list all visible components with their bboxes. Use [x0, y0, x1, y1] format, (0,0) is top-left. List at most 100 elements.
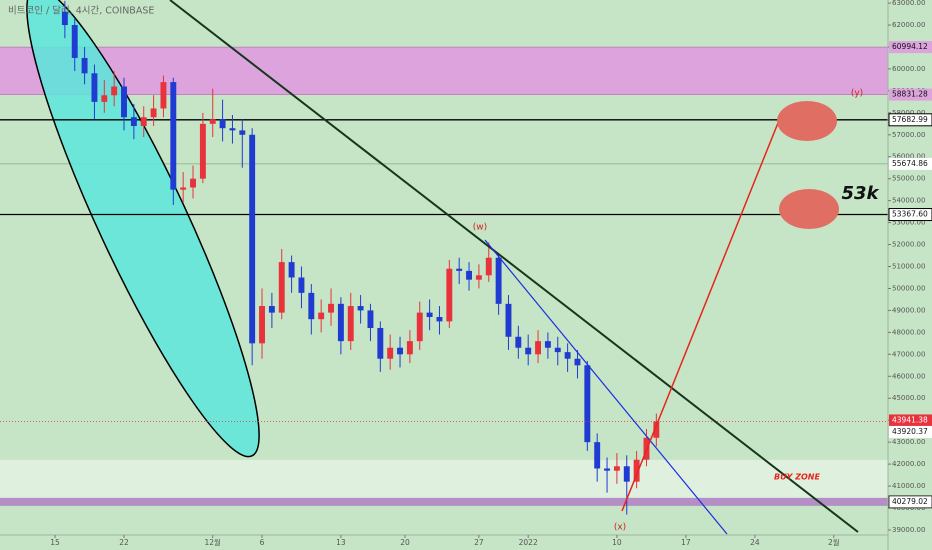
candle-body: [604, 468, 611, 471]
x-tick-label: 22: [119, 538, 129, 547]
y-tick-label: 47000.00: [892, 350, 925, 358]
chart-title: 비트코인 / 달러, 4시간, COINBASE: [8, 5, 154, 17]
x-tick-label: 2월: [828, 537, 840, 547]
candle-body: [426, 312, 433, 318]
price-tag-label: 40279.02: [892, 497, 928, 506]
candle-body: [347, 306, 354, 342]
candle-body: [505, 303, 512, 337]
candle-body: [219, 119, 226, 129]
candle-body: [61, 11, 68, 26]
y-tick-label: 43000.00: [892, 438, 925, 446]
candle-body: [406, 341, 413, 355]
price-tag: [889, 157, 932, 170]
x-tick-label: 12월: [205, 537, 222, 547]
candle-body: [150, 108, 157, 118]
price-tag: [888, 113, 932, 127]
x-tick-label: 27: [474, 538, 484, 547]
candle-body: [328, 303, 334, 313]
candle-body: [653, 421, 660, 438]
candle-body: [130, 117, 137, 127]
candle-body: [584, 365, 591, 443]
candle-body: [554, 347, 561, 353]
annotation: 53k: [841, 183, 879, 204]
annotation: (x): [614, 523, 626, 533]
channel-ellipse: [26, 0, 260, 458]
resistance-zone: [0, 47, 888, 95]
candle-body: [101, 95, 108, 102]
x-tick-label: 17: [681, 538, 691, 547]
candle-body: [574, 358, 581, 366]
candle-body: [436, 317, 443, 322]
candle-body: [613, 466, 620, 471]
candle-body: [190, 178, 196, 188]
candle-body: [466, 270, 472, 280]
y-tick-label: 51000.00: [892, 263, 925, 271]
candle-body: [170, 82, 177, 190]
candle-body: [623, 466, 630, 482]
x-tick-label: 24: [750, 538, 760, 547]
price-tag: [888, 495, 932, 509]
price-tag: [889, 425, 932, 438]
candle-body: [416, 312, 423, 342]
candle-body: [180, 187, 187, 190]
x-tick-label: 10: [612, 538, 622, 547]
candle-body: [594, 442, 601, 469]
candle-body: [259, 306, 265, 344]
candle-body: [357, 306, 364, 311]
candle-body: [495, 257, 502, 304]
candle-body: [535, 341, 542, 355]
y-tick-label: 56000.00: [892, 153, 925, 161]
candle-body: [81, 57, 88, 74]
y-tick-label: 49000.00: [892, 306, 925, 314]
y-tick-label: 41000.00: [892, 482, 925, 490]
candle-body: [298, 277, 305, 293]
y-tick-label: 54000.00: [892, 197, 925, 205]
price-tag-label: 57682.99: [892, 115, 928, 124]
y-tick-label: 46000.00: [892, 372, 925, 380]
y-tick-label: 53000.00: [892, 219, 925, 227]
y-tick-label: 57000.00: [892, 131, 925, 139]
candle-body: [475, 275, 482, 280]
price-tag: [888, 208, 932, 222]
y-tick-label: 45000.00: [892, 394, 925, 402]
wave-line: [484, 239, 728, 535]
x-tick-label: 6: [260, 538, 265, 547]
trendline: [169, 0, 859, 533]
candle-body: [288, 262, 295, 278]
candle-body: [268, 306, 275, 313]
candle-body: [71, 25, 78, 58]
candle-body: [337, 303, 344, 342]
candle-body: [121, 86, 127, 118]
price-tag: [889, 88, 932, 101]
y-tick-label: 50000.00: [892, 284, 925, 292]
candle-body: [308, 292, 315, 320]
candle-body: [515, 336, 522, 348]
candle-body: [397, 347, 403, 355]
annotation: (w): [473, 223, 487, 233]
y-tick-label: 39000.00: [892, 526, 925, 534]
candle-body: [91, 73, 98, 102]
y-tick-label: 62000.00: [892, 21, 925, 29]
annotation: (y): [851, 89, 863, 99]
last-price-label: 43941.38: [892, 415, 928, 424]
candle-body: [140, 117, 147, 127]
candle-body: [367, 310, 374, 328]
y-tick-label: 52000.00: [892, 241, 925, 249]
target-ellipse: [779, 189, 839, 229]
y-tick-label: 60000.00: [892, 65, 925, 73]
y-tick-label: 58000.00: [892, 109, 925, 117]
candle-body: [387, 347, 394, 359]
projection-line: [621, 117, 781, 512]
x-tick-label: 13: [336, 538, 346, 547]
candle-body: [544, 341, 551, 348]
y-tick-label: 42000.00: [892, 460, 925, 468]
y-tick-label: 48000.00: [892, 328, 925, 336]
candle-body: [377, 327, 384, 359]
buy-zone: [0, 459, 888, 498]
x-tick-label: 15: [50, 538, 60, 547]
x-tick-label: 2022: [519, 538, 538, 547]
price-tag-label: 55674.86: [892, 159, 928, 168]
x-tick-label: 20: [400, 538, 410, 547]
target-ellipse: [777, 101, 837, 141]
